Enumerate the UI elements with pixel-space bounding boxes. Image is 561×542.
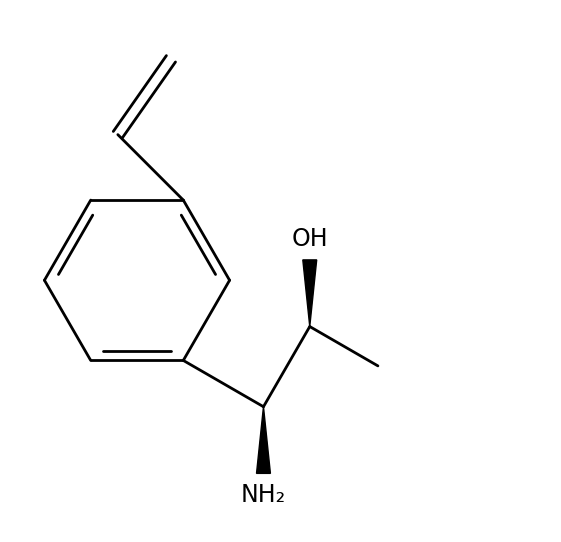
Polygon shape: [256, 406, 270, 473]
Text: OH: OH: [292, 227, 328, 250]
Polygon shape: [303, 260, 317, 326]
Text: NH₂: NH₂: [241, 482, 286, 507]
